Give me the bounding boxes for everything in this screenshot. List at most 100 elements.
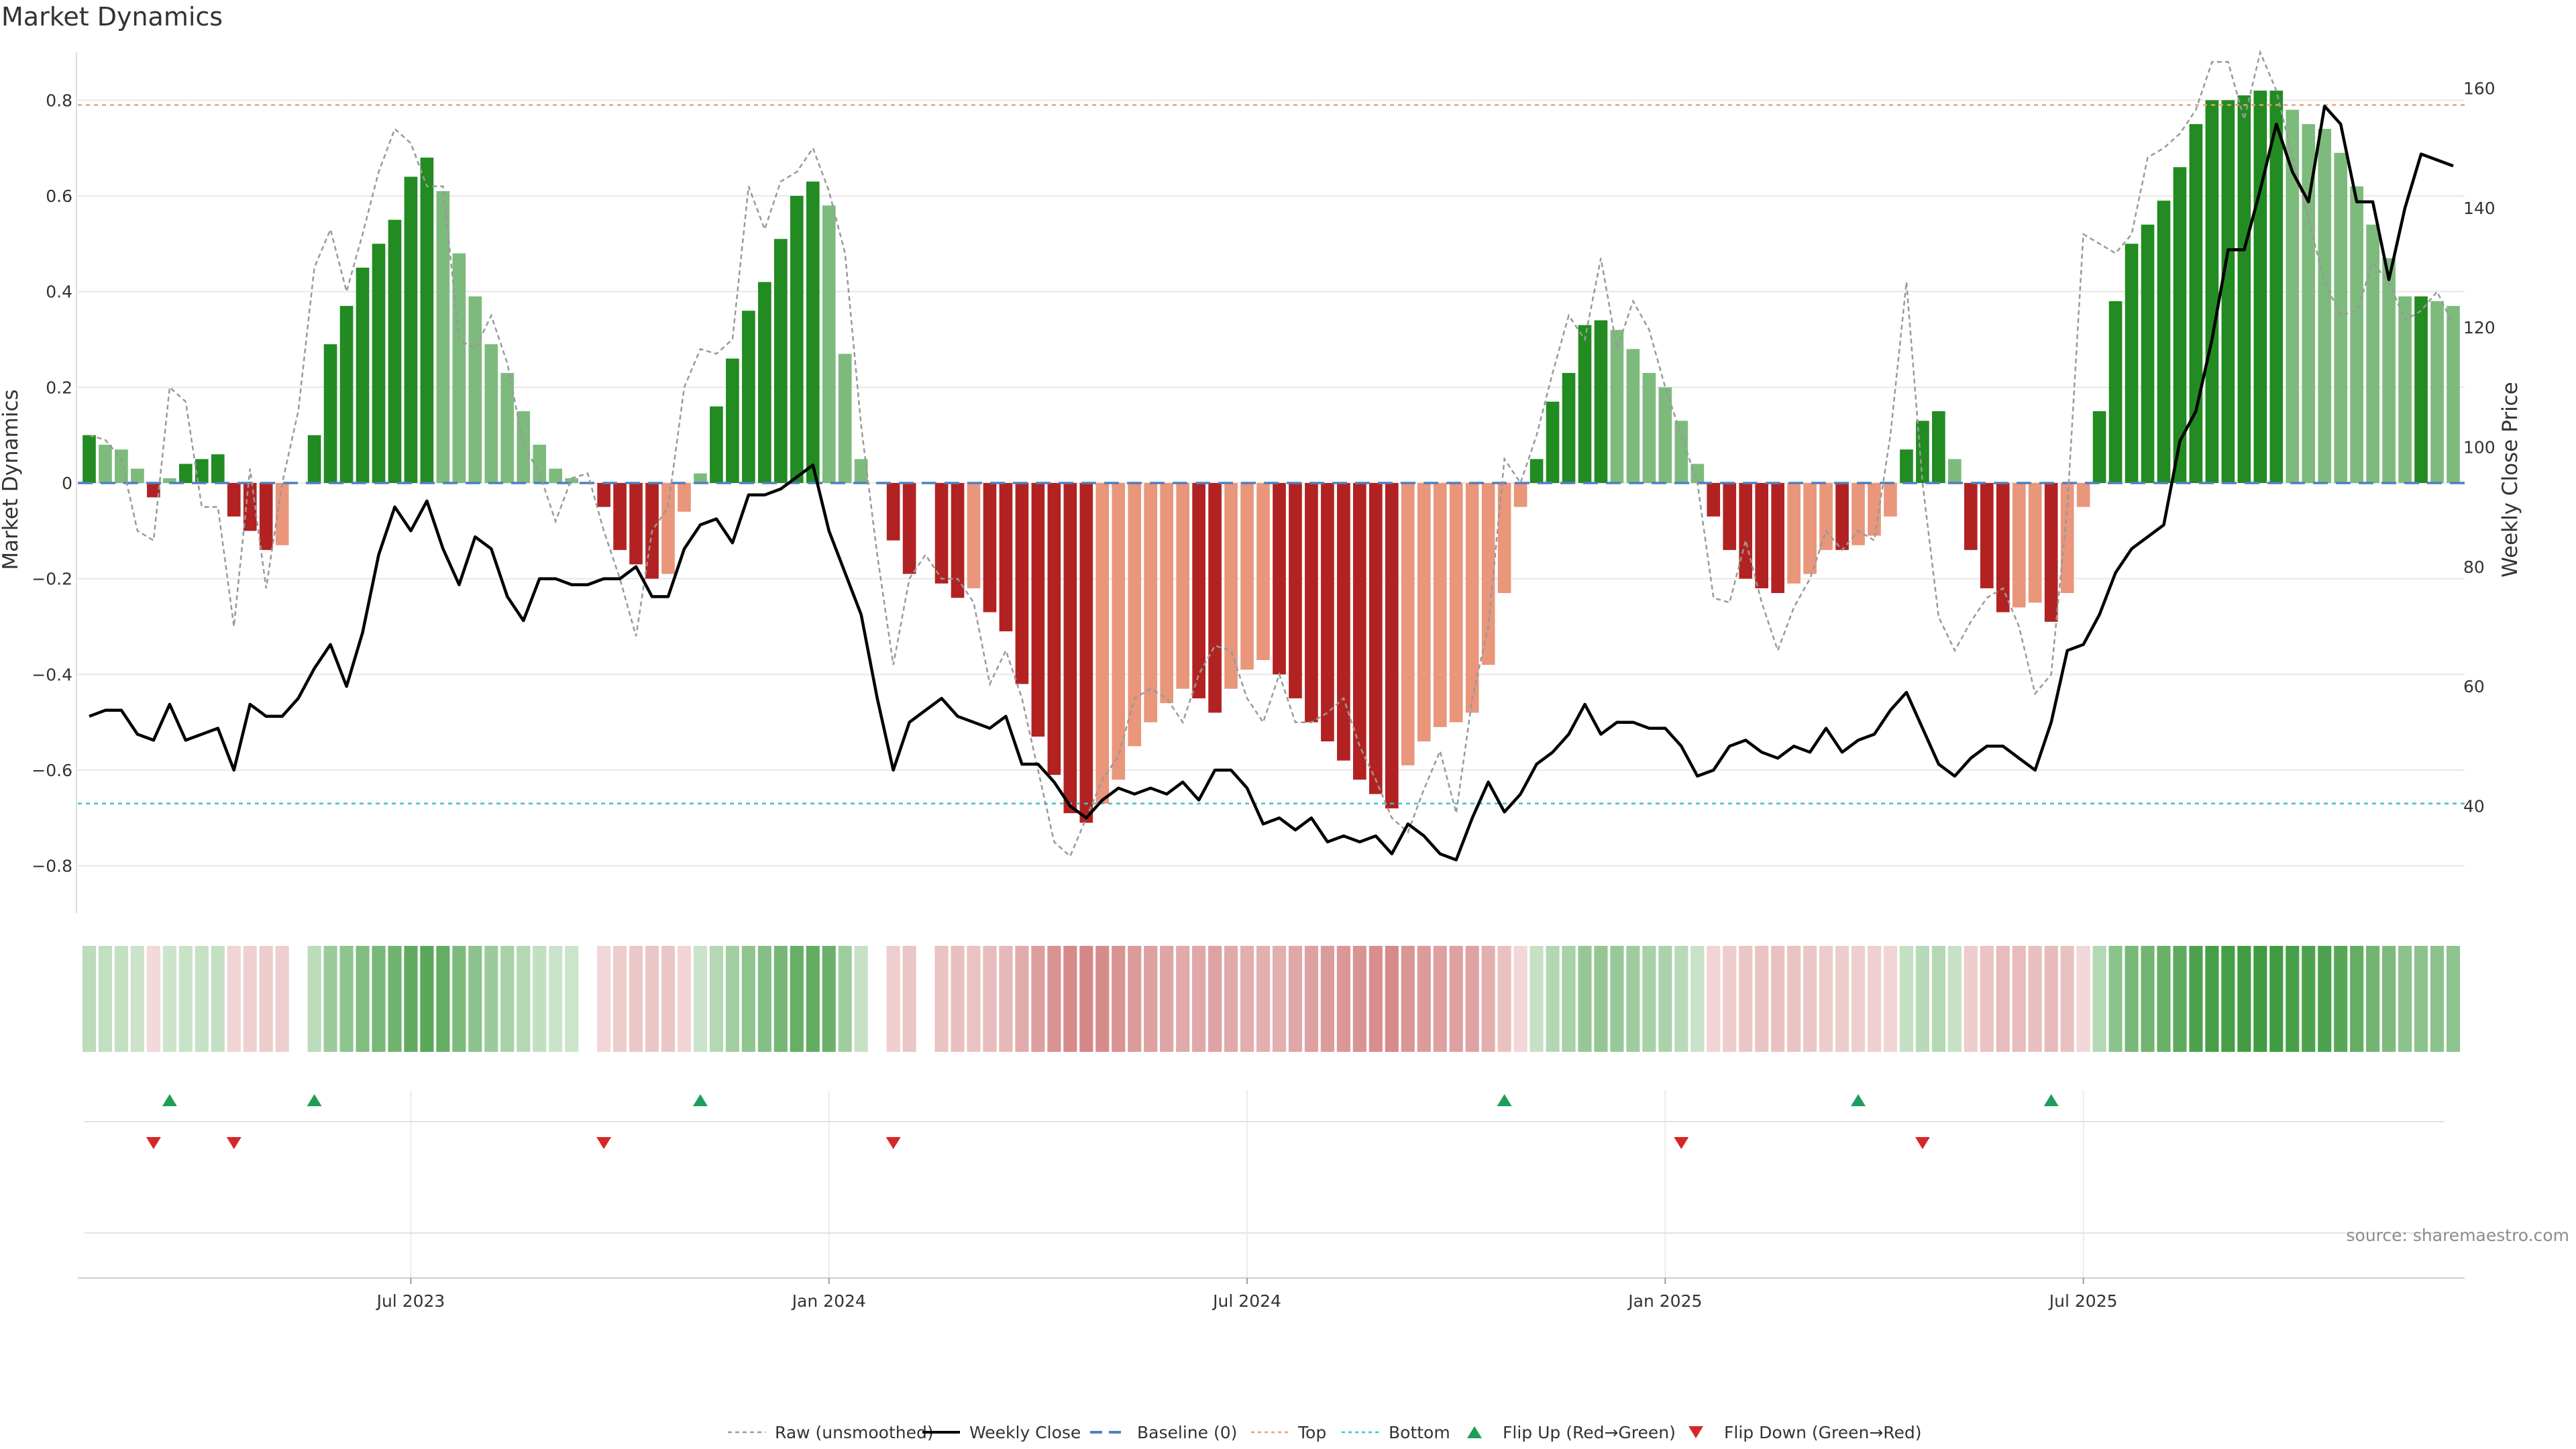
momentum-bar — [629, 483, 643, 565]
heatmap-cell — [838, 946, 852, 1052]
x-tick-label: Jan 2024 — [791, 1291, 866, 1311]
heatmap-cell — [1128, 946, 1142, 1052]
momentum-bar — [661, 483, 675, 574]
momentum-bar — [1401, 483, 1415, 765]
heatmap-cell — [854, 946, 868, 1052]
momentum-bar — [2076, 483, 2090, 507]
momentum-bar — [2205, 100, 2219, 484]
heatmap-cell — [597, 946, 611, 1052]
heatmap-cell — [2076, 946, 2090, 1052]
heatmap-cell — [983, 946, 997, 1052]
momentum-heatmap-strip — [82, 946, 2461, 1052]
momentum-bar — [83, 435, 96, 483]
heatmap-cell — [243, 946, 257, 1052]
momentum-bar — [99, 444, 112, 483]
heatmap-cell — [1144, 946, 1158, 1052]
heatmap-cell — [420, 946, 434, 1052]
heatmap-cell — [1433, 946, 1447, 1052]
momentum-bar — [275, 483, 289, 545]
heatmap-cell — [275, 946, 289, 1052]
momentum-bar — [1723, 483, 1737, 550]
momentum-bar — [1884, 483, 1897, 517]
heatmap-cell — [951, 946, 965, 1052]
momentum-bar — [1626, 349, 1640, 483]
flip-down-marker — [1674, 1137, 1689, 1149]
heatmap-cell — [1835, 946, 1849, 1052]
heatmap-cell — [195, 946, 209, 1052]
legend-label-baseline: Baseline (0) — [1137, 1423, 1237, 1442]
momentum-bar — [307, 435, 321, 483]
momentum-bar — [339, 306, 354, 483]
heatmap-cell — [1336, 946, 1350, 1052]
heatmap-cell — [773, 946, 788, 1052]
heatmap-cell — [1931, 946, 1945, 1052]
momentum-bar — [1095, 483, 1110, 804]
heatmap-cell — [1883, 946, 1898, 1052]
legend-label-flip-up: Flip Up (Red→Green) — [1503, 1423, 1676, 1442]
momentum-bar — [356, 268, 370, 483]
heatmap-cell — [549, 946, 563, 1052]
flip-down-marker — [596, 1137, 612, 1149]
heatmap-cell — [645, 946, 659, 1052]
heatmap-cell — [1192, 946, 1206, 1052]
y2-tick-label: 40 — [2463, 797, 2485, 816]
heatmap-cell — [1755, 946, 1769, 1052]
momentum-bars — [83, 91, 2460, 823]
heatmap-cell — [629, 946, 643, 1052]
heatmap-cell — [146, 946, 160, 1052]
momentum-bar — [1433, 483, 1447, 727]
heatmap-cell — [98, 946, 113, 1052]
heatmap-cell — [1497, 946, 1511, 1052]
heatmap-cell — [500, 946, 515, 1052]
momentum-bar — [678, 483, 691, 512]
legend-label-bottom: Bottom — [1389, 1423, 1450, 1442]
raw-series-line — [89, 49, 2455, 858]
y-tick-label: −0.8 — [32, 857, 72, 876]
momentum-bar — [1047, 483, 1061, 775]
heatmap-cell — [484, 946, 498, 1052]
heatmap-cell — [1288, 946, 1303, 1052]
y2-tick-label: 100 — [2463, 438, 2496, 458]
momentum-bar — [1787, 483, 1801, 584]
momentum-bar — [323, 344, 337, 483]
momentum-bar — [1417, 483, 1431, 742]
momentum-bar — [597, 483, 610, 507]
flip-up-marker — [2043, 1094, 2059, 1106]
y-tick-label: 0.6 — [46, 186, 72, 206]
momentum-bar — [726, 358, 739, 483]
y-tick-label: −0.4 — [32, 665, 72, 684]
heatmap-cell — [757, 946, 771, 1052]
legend-swatch-flip-down — [1688, 1426, 1703, 1438]
heatmap-cell — [211, 946, 225, 1052]
heatmap-cell — [2286, 946, 2300, 1052]
heatmap-cell — [1368, 946, 1383, 1052]
flip-up-marker — [1851, 1094, 1866, 1106]
momentum-bar — [163, 478, 176, 483]
heatmap-cell — [2221, 946, 2235, 1052]
heatmap-cell — [2108, 946, 2123, 1052]
heatmap-cell — [1079, 946, 1093, 1052]
momentum-bar — [2189, 124, 2203, 483]
heatmap-cell — [709, 946, 724, 1052]
momentum-bar — [1305, 483, 1318, 722]
right-axis-ticks: 40 60 80 100 120 140 160 — [2463, 79, 2496, 816]
heatmap-cell — [2253, 946, 2267, 1052]
momentum-bar — [2028, 483, 2042, 603]
momentum-bar — [1481, 483, 1495, 665]
momentum-bar — [1368, 483, 1383, 794]
y-tick-label: −0.2 — [32, 570, 72, 589]
momentum-bar — [967, 483, 981, 588]
heatmap-cell — [1112, 946, 1126, 1052]
heatmap-cell — [934, 946, 949, 1052]
momentum-bar — [1385, 483, 1399, 809]
momentum-bar — [1015, 483, 1029, 684]
heatmap-cell — [1224, 946, 1238, 1052]
heatmap-cell — [1385, 946, 1399, 1052]
heatmap-cell — [790, 946, 804, 1052]
momentum-bar — [211, 454, 225, 483]
heatmap-cell — [1176, 946, 1190, 1052]
heatmap-cell — [307, 946, 321, 1052]
heatmap-cell — [1578, 946, 1592, 1052]
momentum-bar — [1529, 459, 1544, 483]
momentum-bar — [2350, 186, 2364, 483]
